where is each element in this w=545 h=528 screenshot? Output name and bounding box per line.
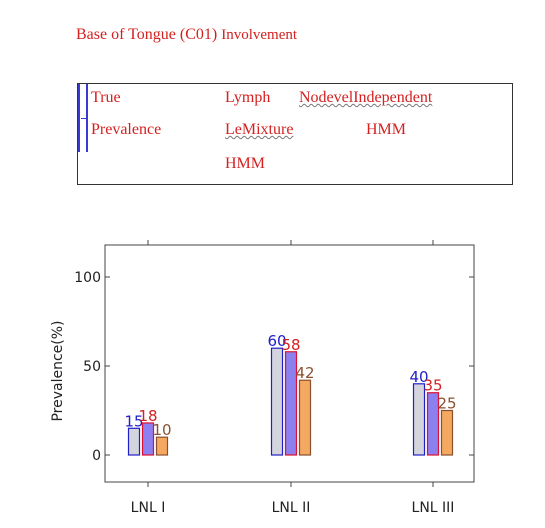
bar — [155, 436, 169, 456]
plot-frame — [104, 244, 475, 483]
legend-hmm-label-2: HMM — [366, 121, 407, 138]
data-label: 35 — [423, 377, 442, 395]
y-axis-label: Prevalence(%) — [50, 320, 66, 421]
chart-title: Base of Tongue (C01) Involvement — [76, 26, 297, 44]
bar — [284, 351, 298, 456]
legend-box: True Prevalence Lymph LeMixture HMM Node… — [77, 83, 513, 185]
legend-lemixture-label: LeMixture — [225, 121, 294, 138]
x-tick-label: LNL II — [272, 500, 311, 516]
x-tick-label: LNL I — [131, 500, 166, 516]
bar — [426, 392, 440, 456]
data-label: 42 — [295, 364, 314, 382]
legend-nodevel-label: NodevelIndependent — [299, 89, 433, 106]
data-label: 60 — [267, 332, 286, 350]
bar — [141, 422, 155, 456]
data-label: 18 — [138, 407, 157, 425]
bar — [412, 383, 426, 456]
title-main: Base of Tongue (C01) — [76, 26, 218, 43]
legend-prevalence-label: Prevalence — [91, 121, 162, 138]
legend-bracket-icon — [78, 84, 90, 152]
legend-true-label: True — [91, 89, 121, 106]
bar — [270, 347, 284, 456]
legend-hmm-label-1: HMM — [225, 155, 266, 172]
legend-lymph-label: Lymph — [225, 89, 271, 106]
y-tick-label: 50 — [83, 359, 101, 375]
data-label: 58 — [281, 336, 300, 354]
data-label: 40 — [409, 368, 428, 386]
data-label: 25 — [437, 395, 456, 413]
data-label: 10 — [152, 421, 171, 439]
title-sub: Involvement — [221, 27, 298, 43]
bar — [298, 379, 312, 456]
data-label: 15 — [124, 412, 143, 430]
bar — [440, 409, 454, 456]
y-tick-label: 100 — [74, 270, 101, 286]
x-tick-label: LNL III — [412, 500, 455, 516]
bar — [127, 427, 141, 456]
y-tick-label: 0 — [92, 448, 101, 464]
